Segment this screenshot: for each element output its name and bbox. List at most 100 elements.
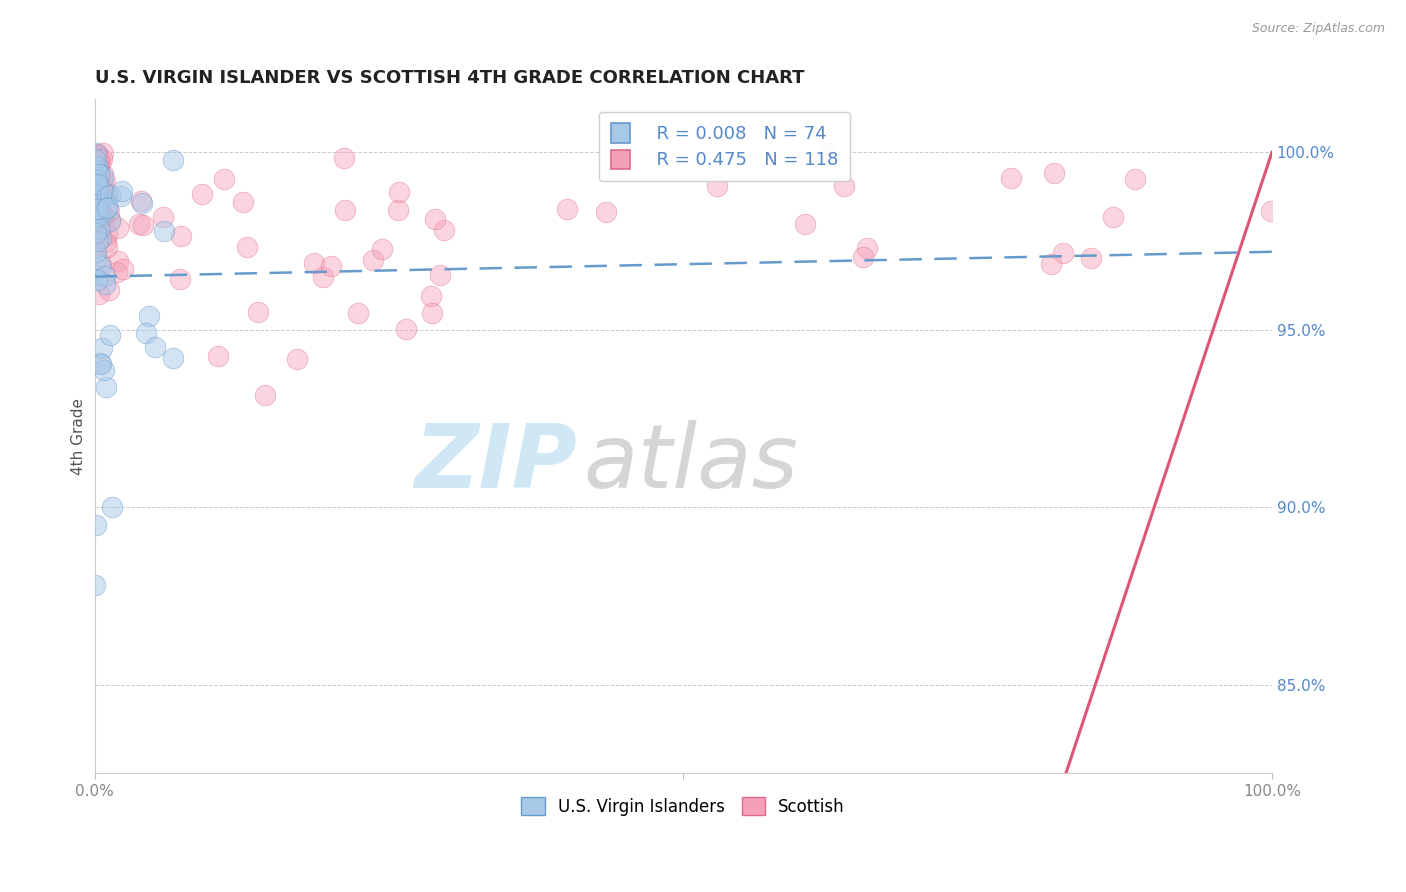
Point (595, 205, 617, 219)
Point (86, 183, 108, 197)
Point (84, 204, 107, 219)
Point (1102, 210, 1125, 224)
Point (1125, 172, 1147, 186)
Point (363, 252, 385, 267)
Point (93, 210, 115, 224)
Point (96, 189, 118, 203)
Text: ZIP: ZIP (415, 420, 578, 507)
Point (84, 240, 107, 254)
Point (90, 211, 112, 226)
Point (89, 256, 111, 270)
Point (98, 203, 121, 218)
Point (89, 209, 111, 223)
Point (84, 198, 107, 212)
Point (207, 349, 229, 363)
Point (86, 176, 108, 190)
Point (370, 243, 392, 257)
Point (87, 181, 110, 195)
Point (170, 228, 193, 243)
Point (91, 170, 114, 185)
Point (94, 268, 117, 283)
Point (84, 184, 107, 198)
Point (395, 322, 418, 336)
Point (84, 184, 107, 198)
Point (89, 195, 111, 210)
Text: U.S. VIRGIN ISLANDER VS SCOTTISH 4TH GRADE CORRELATION CHART: U.S. VIRGIN ISLANDER VS SCOTTISH 4TH GRA… (94, 69, 804, 87)
Point (302, 256, 325, 270)
Point (1039, 257, 1062, 271)
Point (135, 326, 157, 340)
Point (84, 194, 107, 209)
Point (84, 163, 107, 178)
Point (97, 283, 120, 297)
Point (84, 518, 107, 533)
Point (83, 170, 105, 185)
Point (83, 200, 105, 214)
Point (101, 500, 124, 515)
Point (84, 244, 107, 259)
Point (387, 203, 409, 218)
Point (152, 210, 174, 224)
Point (84, 199, 107, 213)
Point (86, 205, 108, 219)
Point (83, 147, 105, 161)
Point (84, 163, 107, 178)
Text: Source: ZipAtlas.com: Source: ZipAtlas.com (1251, 22, 1385, 36)
Point (86, 183, 108, 197)
Point (555, 202, 578, 216)
Point (84, 150, 107, 164)
Point (332, 151, 354, 165)
Point (112, 262, 135, 277)
Point (86, 173, 108, 187)
Point (91, 178, 114, 192)
Point (89, 189, 111, 203)
Point (94, 186, 117, 200)
Point (83, 155, 105, 169)
Point (98, 212, 121, 227)
Point (87, 176, 110, 190)
Point (832, 178, 855, 193)
Point (89, 153, 111, 168)
Point (86, 206, 108, 220)
Point (86, 186, 108, 200)
Point (131, 218, 153, 232)
Point (86, 182, 108, 196)
Point (87, 153, 110, 167)
Point (86, 183, 108, 197)
Point (706, 178, 728, 193)
Point (1260, 204, 1282, 219)
Point (86, 146, 108, 161)
Point (86, 191, 108, 205)
Point (94, 380, 117, 394)
Point (96, 200, 118, 214)
Point (91, 167, 114, 181)
Point (93, 145, 115, 160)
Point (98, 187, 121, 202)
Point (1080, 252, 1102, 266)
Point (86, 180, 108, 194)
Point (89, 222, 111, 236)
Point (84, 161, 107, 176)
Point (131, 196, 153, 211)
Point (84, 211, 107, 225)
Point (162, 351, 184, 365)
Point (86, 147, 108, 161)
Point (793, 217, 815, 231)
Point (817, 146, 839, 161)
Point (84, 174, 107, 188)
Point (84, 218, 107, 232)
Point (285, 351, 308, 366)
Legend: U.S. Virgin Islanders, Scottish: U.S. Virgin Islanders, Scottish (515, 790, 852, 822)
Point (86, 178, 108, 192)
Point (84, 578, 107, 592)
Point (143, 340, 166, 354)
Point (87, 167, 110, 181)
Point (423, 212, 446, 227)
Point (87, 286, 110, 301)
Point (105, 265, 128, 279)
Point (90, 357, 112, 371)
Point (86, 190, 108, 204)
Point (84, 252, 107, 266)
Point (84, 148, 107, 162)
Point (89, 169, 111, 183)
